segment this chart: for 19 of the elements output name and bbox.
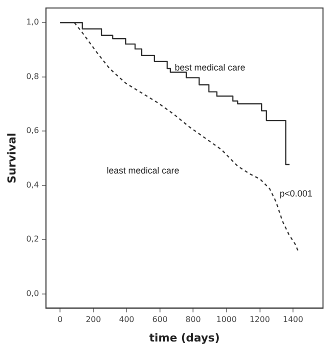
annotation: least medical care <box>106 165 180 176</box>
y-tick-label: 0,2 <box>26 234 39 244</box>
annotation: p<0.001 <box>280 188 312 198</box>
x-tick-label: 400 <box>118 315 134 324</box>
x-tick-label: 600 <box>152 315 168 324</box>
y-tick-label: 0,8 <box>26 72 39 81</box>
x-axis-title: time (days) <box>149 331 220 344</box>
x-tick-label: 200 <box>86 315 101 324</box>
y-axis-title: Survival <box>5 132 18 184</box>
x-tick-label: 1000 <box>216 315 237 324</box>
x-tick-label: 1400 <box>282 315 304 324</box>
x-tick-label: 800 <box>186 315 201 324</box>
y-tick-label: 1,0 <box>26 18 39 27</box>
y-tick-label: 0,0 <box>26 288 39 298</box>
y-tick-label: 0,6 <box>26 126 39 136</box>
x-tick-label: 0 <box>58 315 63 324</box>
annotation: best medical care <box>174 62 246 72</box>
x-tick-label: 1200 <box>250 315 270 324</box>
y-tick-label: 0,4 <box>26 180 39 190</box>
